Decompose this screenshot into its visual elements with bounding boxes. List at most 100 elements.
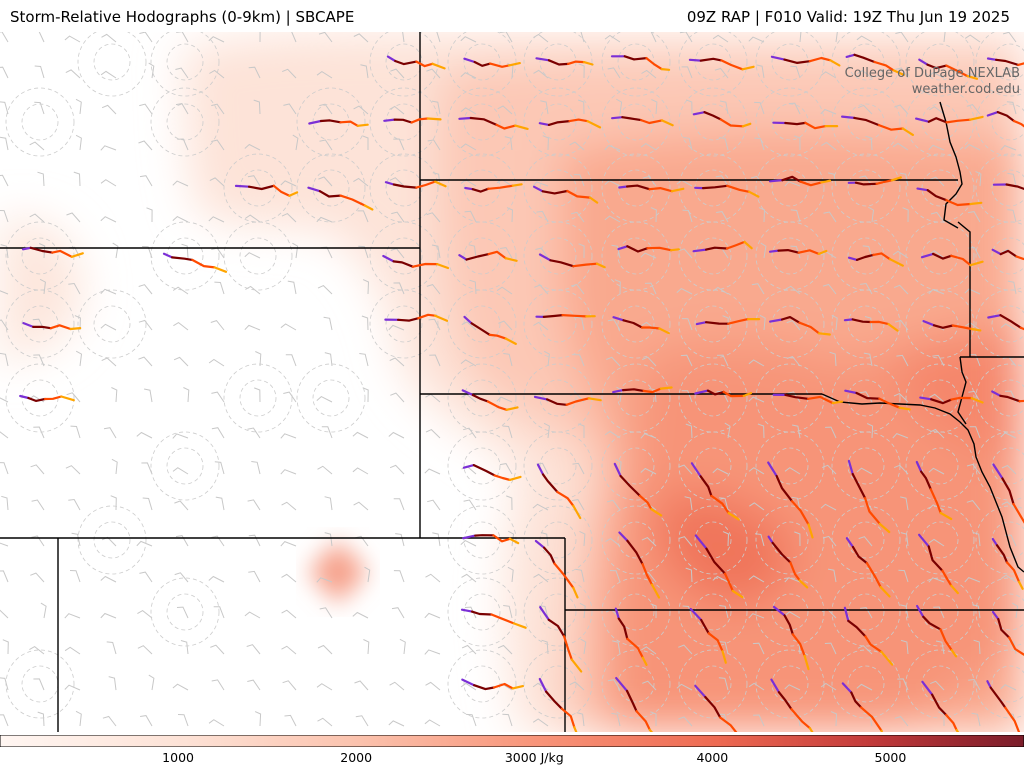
wind-barb [543, 422, 550, 439]
wind-barb [748, 613, 765, 619]
wind-barb [64, 35, 81, 43]
wind-barb [211, 103, 225, 115]
hodograph-segment [272, 184, 291, 197]
hodograph-segment [473, 684, 496, 691]
wind-barb [431, 100, 441, 115]
wind-barb [578, 63, 585, 79]
wind-barb [74, 315, 81, 331]
wind-barb [389, 177, 405, 187]
map-title: Storm-Relative Hodographs (0-9km) | SBCA… [10, 8, 355, 26]
hodograph-segment [458, 254, 468, 261]
wind-barb [395, 533, 405, 547]
wind-barb [820, 682, 837, 691]
hodograph-segment [319, 119, 342, 124]
wind-barb [682, 209, 693, 223]
wind-barb [432, 532, 441, 547]
wind-barb [750, 175, 765, 187]
map-panel[interactable]: College of DuPage NEXLAB weather.cod.edu [0, 32, 1024, 732]
wind-barb [640, 433, 657, 439]
wind-barb [460, 359, 477, 367]
wind-barb [532, 181, 549, 187]
wind-barb [280, 541, 297, 547]
hodograph-trace [991, 610, 1024, 657]
wind-barb [822, 535, 837, 547]
wind-barb [969, 354, 981, 367]
range-ring [539, 237, 577, 275]
hodograph-trace [844, 389, 911, 411]
hodograph-segment [171, 256, 194, 261]
wind-barb [759, 314, 766, 331]
wind-barb [363, 639, 370, 655]
wind-barb [1002, 32, 1017, 43]
range-ring [463, 237, 501, 275]
hodograph-trace [533, 185, 599, 204]
range-ring [847, 593, 885, 631]
hodograph-trace [916, 187, 983, 207]
wind-barb [718, 677, 729, 691]
wind-barb [821, 141, 837, 151]
wind-barb [75, 350, 83, 367]
wind-barb [424, 719, 441, 727]
range-ring [385, 237, 423, 275]
range-ring [447, 32, 517, 97]
hodograph-segment [950, 396, 973, 401]
hodograph-segment [767, 461, 778, 478]
wind-barb [316, 70, 333, 79]
hodograph-segment [659, 386, 673, 390]
hodograph-segment [950, 649, 958, 658]
hodograph-trace [991, 248, 1024, 261]
range-ring [975, 87, 1024, 157]
hodograph-trace [535, 314, 596, 318]
wind-barb [361, 315, 369, 331]
wind-barb [496, 396, 513, 403]
wind-barb [718, 497, 729, 511]
wind-barb [676, 683, 693, 691]
wind-barb [426, 212, 441, 223]
range-ring [755, 431, 825, 501]
wind-barb [786, 356, 801, 367]
wind-barb [353, 33, 369, 43]
hodograph-segment [492, 534, 512, 543]
hodograph-segment [916, 604, 925, 618]
wind-barb [829, 351, 837, 367]
hodograph-segment [49, 324, 72, 331]
hodograph-segment [626, 245, 649, 253]
hodograph-segment [992, 463, 1004, 480]
hodograph-trace [694, 684, 738, 732]
wind-barb [100, 216, 117, 223]
wind-barb [1007, 172, 1017, 187]
wind-barb [358, 245, 369, 259]
range-ring [831, 221, 901, 291]
colorbar-label: 3000 J/kg [504, 750, 564, 765]
hodograph-segment [660, 119, 674, 127]
wind-barb [75, 134, 82, 151]
wind-barb [788, 102, 801, 115]
hodograph-trace [768, 175, 832, 187]
hodograph-segment [635, 710, 651, 731]
wind-barb [864, 316, 873, 331]
hodograph-segment [534, 539, 546, 549]
hodograph-segment [539, 606, 550, 621]
hodograph-segment [869, 320, 890, 326]
wind-barb [929, 428, 945, 439]
wind-barb [324, 352, 333, 367]
hodograph-trace [534, 539, 579, 599]
wind-barb [0, 244, 9, 259]
wind-barb [644, 282, 657, 295]
wind-barb [860, 607, 873, 619]
hodograph-segment [915, 117, 930, 123]
hodograph-segment [705, 547, 727, 575]
hodograph-segment [587, 397, 602, 402]
wind-barb [892, 433, 909, 439]
wind-barb [502, 713, 513, 727]
hodograph-segment [880, 650, 894, 666]
hodograph-segment [727, 318, 750, 325]
hodograph-trace [986, 680, 1021, 732]
hodograph-segment [434, 180, 447, 188]
wind-barb [211, 139, 225, 151]
wind-barb [615, 458, 622, 475]
wind-barb [571, 499, 585, 511]
wind-barb [678, 464, 693, 475]
wind-barb [282, 68, 297, 79]
credit-text: College of DuPage NEXLAB weather.cod.edu [845, 66, 1020, 98]
